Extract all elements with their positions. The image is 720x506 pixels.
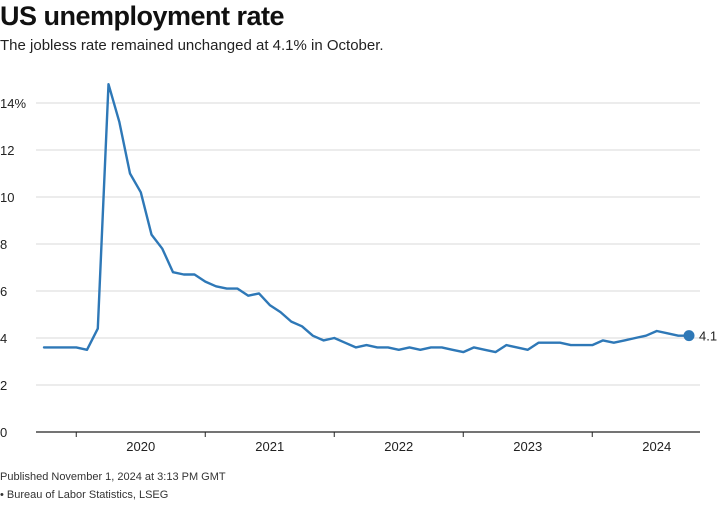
- y-tick-label: 2: [0, 378, 7, 393]
- y-tick-label: 10: [0, 190, 14, 205]
- chart-title: US unemployment rate: [0, 1, 285, 31]
- end-value-label: 4.1: [699, 329, 717, 344]
- y-tick-label: 12: [0, 143, 14, 158]
- y-tick-label: 6: [0, 284, 7, 299]
- x-tick-label: 2024: [642, 439, 671, 454]
- y-tick-label: 0: [0, 425, 7, 440]
- y-tick-label: 14%: [0, 96, 26, 111]
- x-tick-label: 2020: [126, 439, 155, 454]
- end-marker-layer: 4.1: [683, 329, 717, 344]
- x-tick-label: 2021: [255, 439, 284, 454]
- end-point-marker: [683, 330, 695, 342]
- grid-lines: [36, 102, 700, 433]
- x-tick-label: 2022: [384, 439, 413, 454]
- x-tick-label: 2023: [513, 439, 542, 454]
- y-tick-label: 4: [0, 331, 7, 346]
- source-note: • Bureau of Labor Statistics, LSEG: [0, 489, 169, 501]
- x-axis-ticks: 2020 2021 2022 2023 2024: [75, 432, 671, 454]
- y-axis-ticks: 0 2 4 6 8 10 12 14%: [0, 96, 26, 440]
- unemployment-rate-line: [42, 82, 691, 354]
- published-timestamp: Published November 1, 2024 at 3:13 PM GM…: [0, 471, 226, 483]
- series-layer: [42, 82, 691, 354]
- chart-subtitle: The jobless rate remained unchanged at 4…: [0, 37, 384, 54]
- y-tick-label: 8: [0, 237, 7, 252]
